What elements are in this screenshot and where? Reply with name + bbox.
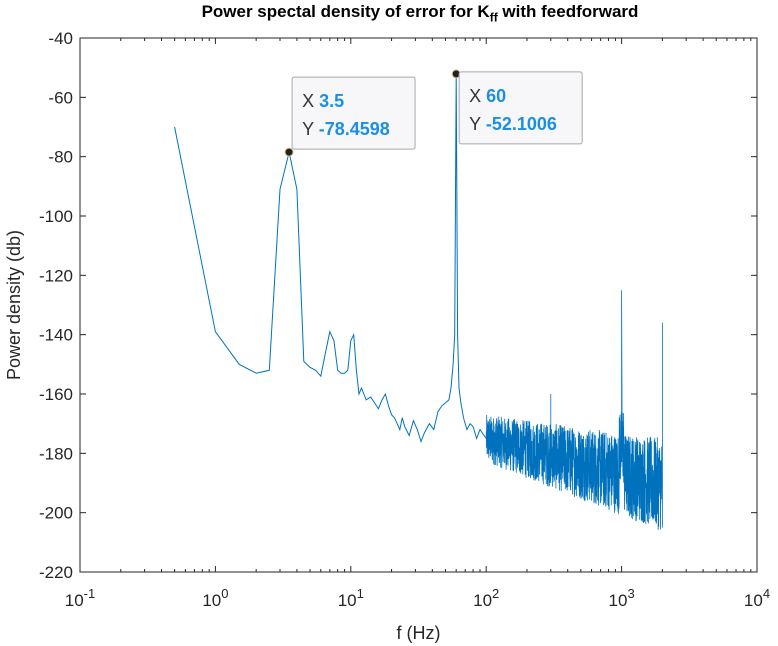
y-tick-label: -160 xyxy=(39,385,73,404)
datatip-box xyxy=(458,71,583,145)
x-tick-label: 100 xyxy=(202,586,228,610)
y-tick-label: -60 xyxy=(48,88,73,107)
chart-title: Power spectal density of error for Kff w… xyxy=(0,2,778,24)
y-tick-label: -180 xyxy=(39,444,73,463)
y-tick-label: -200 xyxy=(39,504,73,523)
x-axis-label: f (Hz) xyxy=(397,623,441,643)
chart-title-suffix: with feedforward xyxy=(497,2,639,21)
datatip-marker xyxy=(284,147,294,157)
noise-trace xyxy=(485,290,663,530)
x-tick-label: 103 xyxy=(609,586,635,610)
y-tick-label: -220 xyxy=(39,563,73,582)
y-tick-label: -80 xyxy=(48,148,73,167)
x-tick-label: 10-1 xyxy=(65,586,95,610)
psd-series-line xyxy=(174,73,487,444)
y-tick-label: -120 xyxy=(39,266,73,285)
x-tick-label: 102 xyxy=(473,586,499,610)
datatips: X 3.5 Y -78.4598 X 60 Y -52.1006 xyxy=(284,69,583,157)
datatip-y-row: Y -52.1006 xyxy=(469,114,557,134)
x-tick-label: 101 xyxy=(338,586,364,610)
chart-title-main: Power spectal density of error for K xyxy=(201,2,490,21)
chart-title-subscript: ff xyxy=(489,10,498,25)
datatip-box xyxy=(291,76,416,150)
axes: 10-1 100 101 102 103 104 -40 -60 -80 -100 -120 -140… xyxy=(39,29,770,610)
datatip-y-row: Y -78.4598 xyxy=(302,119,390,139)
high-frequency-noise xyxy=(485,290,663,530)
x-tick-label: 104 xyxy=(744,586,770,610)
y-tick-label: -40 xyxy=(48,29,73,48)
datatip-x-row: X 3.5 xyxy=(302,91,344,111)
plot-frame xyxy=(79,37,758,573)
datatip-x-row: X 60 xyxy=(469,86,506,106)
y-axis-label: Power density (db) xyxy=(4,230,24,380)
y-tick-label: -140 xyxy=(39,326,73,345)
y-tick-label: -100 xyxy=(39,207,73,226)
